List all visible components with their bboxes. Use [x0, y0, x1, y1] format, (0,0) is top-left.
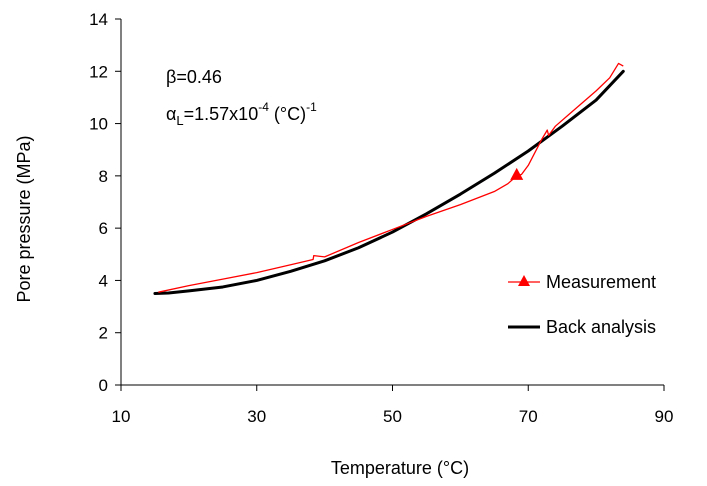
legend-measurement-marker [518, 275, 530, 286]
beta-annotation: β=0.46 [166, 67, 222, 87]
y-tick-label: 2 [99, 324, 108, 343]
alpha-exponent: -4 [258, 100, 269, 114]
legend: Measurement Back analysis [508, 272, 656, 337]
y-tick-label: 14 [89, 10, 108, 29]
y-axis-title: Pore pressure (MPa) [14, 135, 34, 302]
x-tick-label: 90 [655, 407, 674, 426]
x-axis-title: Temperature (°C) [331, 458, 469, 478]
y-tick-label: 6 [99, 219, 108, 238]
alpha-unit: (°C) [269, 104, 306, 124]
beta-value: =0.46 [176, 67, 222, 87]
y-tick-label: 12 [89, 62, 108, 81]
alpha-unit-exponent: -1 [306, 100, 317, 114]
alpha-annotation: αL=1.57x10-4 (°C)-1 [166, 100, 317, 128]
alpha-subscript: L [176, 113, 183, 128]
beta-symbol: β [166, 67, 176, 87]
y-tick-label: 4 [99, 271, 108, 290]
alpha-value: =1.57x10 [184, 104, 259, 124]
y-tick-label: 0 [99, 376, 108, 395]
series-layer [153, 62, 625, 295]
x-tick-label: 10 [112, 407, 131, 426]
y-ticks: 0 2 4 6 8 10 12 14 [89, 10, 121, 395]
legend-measurement-label: Measurement [546, 272, 656, 292]
x-tick-label: 70 [519, 407, 538, 426]
series-measurement-line [158, 62, 624, 293]
measurement-marker [510, 167, 524, 180]
x-tick-label: 50 [383, 407, 402, 426]
x-tick-label: 30 [247, 407, 266, 426]
alpha-symbol: α [166, 104, 176, 124]
y-tick-label: 8 [99, 167, 108, 186]
y-tick-label: 10 [89, 115, 108, 134]
series-back-analysis-line [153, 69, 625, 295]
legend-back-analysis-label: Back analysis [546, 317, 656, 337]
x-ticks: 10 30 50 70 90 [112, 385, 674, 426]
